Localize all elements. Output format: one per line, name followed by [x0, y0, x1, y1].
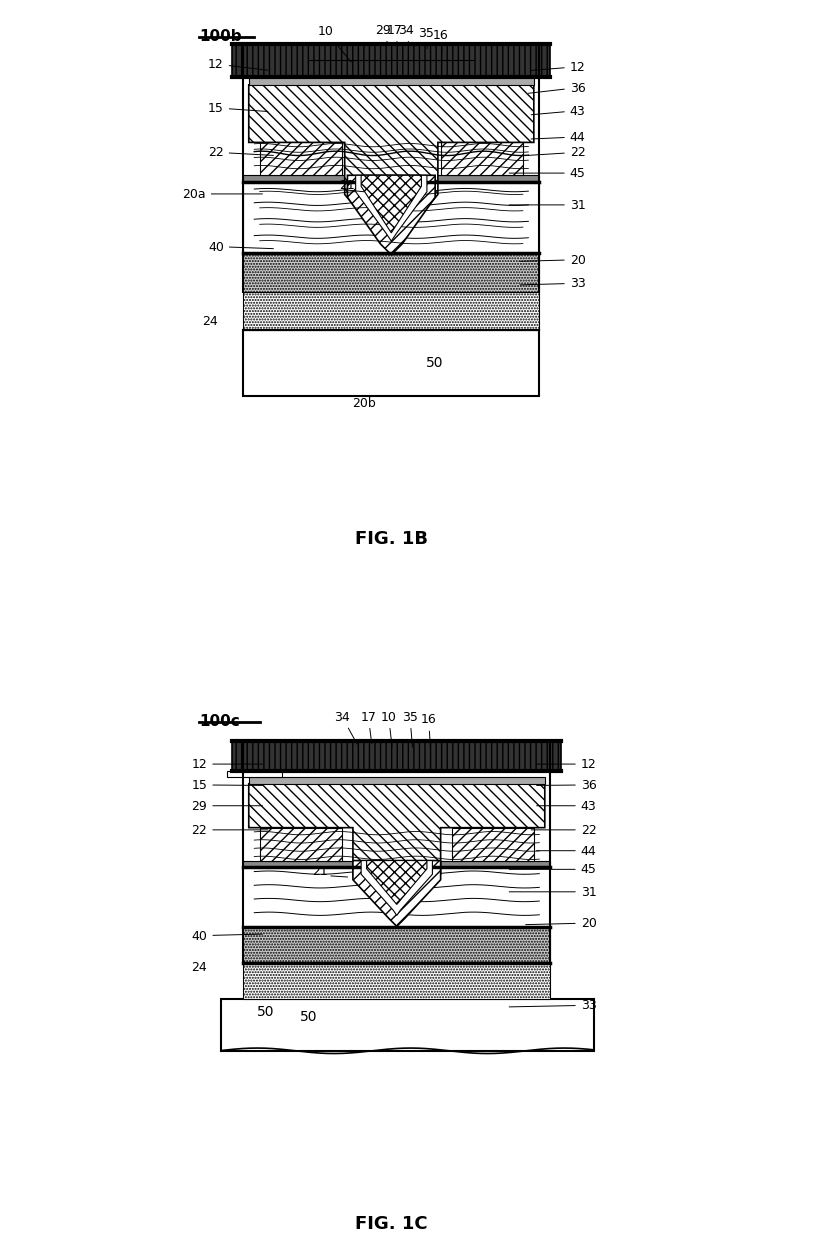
Text: 45: 45 [509, 863, 596, 876]
Text: 10: 10 [317, 25, 351, 63]
FancyBboxPatch shape [451, 828, 533, 860]
FancyBboxPatch shape [232, 741, 561, 771]
Text: 44: 44 [531, 131, 585, 143]
Text: 24: 24 [203, 314, 218, 328]
Bar [244, 176, 539, 182]
Text: FIG. 1C: FIG. 1C [355, 1214, 428, 1233]
Polygon shape [249, 784, 545, 915]
FancyBboxPatch shape [249, 77, 533, 86]
Text: 44: 44 [537, 844, 596, 858]
FancyBboxPatch shape [244, 927, 550, 964]
Text: 45: 45 [509, 167, 585, 180]
Text: 36: 36 [537, 779, 596, 791]
Text: 34: 34 [334, 711, 357, 745]
Text: 20: 20 [520, 254, 585, 267]
Text: FIG. 1B: FIG. 1B [355, 530, 428, 547]
Text: 40: 40 [192, 930, 262, 942]
Text: 50: 50 [426, 356, 444, 370]
Text: 100b: 100b [199, 29, 242, 44]
FancyBboxPatch shape [232, 44, 550, 77]
FancyBboxPatch shape [259, 828, 341, 860]
Text: 50: 50 [256, 1004, 274, 1018]
Text: 16: 16 [420, 713, 436, 750]
Text: 31: 31 [509, 199, 585, 211]
Text: 40: 40 [208, 240, 273, 254]
Text: 33: 33 [509, 999, 596, 1011]
Text: 12: 12 [537, 757, 596, 771]
Text: 15: 15 [208, 102, 268, 114]
FancyBboxPatch shape [244, 964, 550, 999]
Text: 16: 16 [433, 29, 449, 53]
Text: 12: 12 [531, 60, 585, 74]
Text: 15: 15 [192, 779, 262, 791]
Text: 35: 35 [402, 711, 418, 747]
Text: 43: 43 [531, 104, 585, 118]
Text: 35: 35 [418, 26, 434, 49]
Bar [221, 999, 593, 1050]
Text: 22: 22 [208, 146, 273, 160]
Bar [244, 867, 550, 927]
Polygon shape [352, 860, 440, 927]
Text: 17: 17 [387, 24, 403, 44]
Text: 43: 43 [537, 800, 596, 813]
Text: 21: 21 [339, 179, 355, 192]
FancyBboxPatch shape [440, 140, 522, 176]
Text: 21: 21 [312, 866, 328, 878]
Text: 24: 24 [192, 960, 208, 974]
Text: 34: 34 [398, 24, 413, 45]
Text: 36: 36 [528, 82, 585, 94]
Text: 20b: 20b [352, 398, 376, 410]
Text: 12: 12 [192, 757, 262, 771]
Polygon shape [361, 860, 432, 916]
Polygon shape [361, 176, 421, 234]
Text: 10: 10 [381, 711, 396, 747]
Text: 20: 20 [526, 917, 596, 930]
Text: 100c: 100c [199, 715, 240, 728]
FancyBboxPatch shape [249, 777, 545, 784]
Text: 22: 22 [531, 824, 596, 837]
Bar [244, 182, 539, 254]
Text: 31: 31 [509, 886, 596, 898]
Polygon shape [356, 176, 427, 242]
Text: 17: 17 [360, 711, 376, 743]
Text: 29: 29 [192, 800, 262, 813]
Text: 12: 12 [208, 58, 268, 72]
FancyBboxPatch shape [244, 254, 539, 292]
Text: 50: 50 [300, 1010, 318, 1024]
Bar [244, 860, 550, 867]
Text: 33: 33 [520, 277, 585, 291]
Bar [227, 771, 281, 777]
Text: 29: 29 [375, 24, 391, 44]
Polygon shape [367, 860, 427, 905]
Polygon shape [347, 176, 435, 255]
Text: 22: 22 [192, 824, 268, 837]
FancyBboxPatch shape [259, 140, 341, 176]
Text: 22: 22 [528, 146, 585, 160]
Bar [244, 331, 539, 396]
FancyBboxPatch shape [244, 292, 539, 331]
Text: 20a: 20a [182, 187, 262, 201]
Polygon shape [249, 86, 533, 247]
